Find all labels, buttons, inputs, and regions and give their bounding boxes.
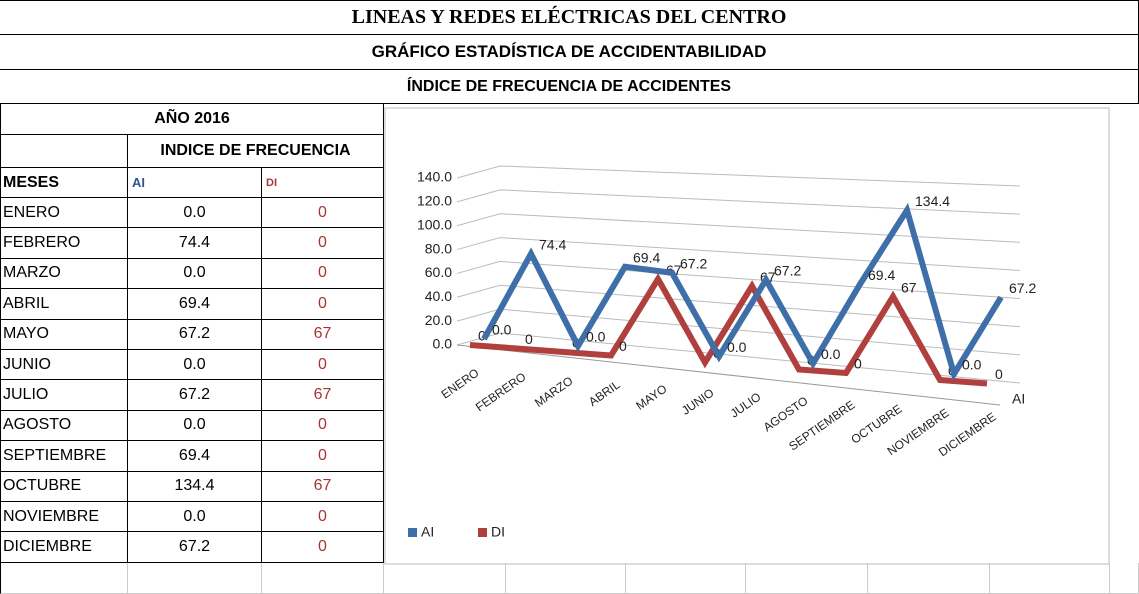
ai-cell: 0.0 [128, 198, 262, 229]
legend-swatch [478, 528, 487, 537]
y-tick-label: 0.0 [433, 336, 453, 352]
month-cell: ENERO [0, 198, 128, 229]
legend-label: DI [491, 524, 505, 540]
ai-cell: 69.4 [128, 289, 262, 320]
y-tick-label: 120.0 [417, 193, 452, 209]
di-cell: 67 [262, 380, 384, 411]
data-label: 74.4 [539, 236, 566, 252]
empty-cell [384, 562, 506, 594]
y-tick-label: 60.0 [425, 264, 452, 280]
ai-cell: 74.4 [128, 228, 262, 259]
month-cell: JULIO [0, 380, 128, 411]
month-cell: FEBRERO [0, 228, 128, 259]
di-cell: 67 [262, 319, 384, 350]
sheet-subtitle: GRÁFICO ESTADÍSTICA DE ACCIDENTABILIDAD [0, 35, 1139, 70]
empty-cell [746, 562, 868, 594]
data-label: 0.0 [821, 346, 841, 362]
di-cell: 0 [262, 228, 384, 259]
month-cell: MARZO [0, 258, 128, 290]
year-header: AÑO 2016 [0, 104, 384, 135]
di-cell: 67 [262, 471, 384, 502]
ai-cell: 134.4 [128, 471, 262, 502]
data-label: 134.4 [915, 193, 950, 209]
data-label: 0 [478, 328, 486, 344]
empty-cell [506, 562, 626, 594]
y-tick-label: 20.0 [425, 312, 452, 328]
y-tick-label: 100.0 [417, 216, 452, 232]
di-header: DI [262, 168, 384, 198]
empty-cell [868, 562, 990, 594]
di-cell: 0 [262, 198, 384, 229]
month-cell: ABRIL [0, 289, 128, 320]
section-title: ÍNDICE DE FRECUENCIA DE ACCIDENTES [0, 70, 1139, 104]
grid-line [456, 165, 1021, 187]
data-label: 67.2 [680, 256, 707, 272]
grid-line [456, 237, 1021, 271]
grid-line [456, 284, 1021, 328]
data-label: 67.2 [774, 263, 801, 279]
month-cell: MAYO [0, 319, 128, 350]
month-cell: OCTUBRE [0, 471, 128, 502]
data-label: 0.0 [586, 329, 606, 345]
chart-area [384, 107, 1110, 565]
ai-cell: 0.0 [128, 350, 262, 381]
legend-label: AI [421, 524, 434, 540]
series-line [469, 273, 988, 387]
ai-cell: 67.2 [128, 380, 262, 411]
month-header: MESES [0, 168, 128, 198]
data-label: 67 [901, 279, 917, 295]
group-header: INDICE DE FRECUENCIA [128, 135, 384, 168]
y-tick-label: 140.0 [417, 169, 452, 185]
ai-cell: 0.0 [128, 502, 262, 533]
data-label: 67.2 [1009, 280, 1036, 296]
data-label: 69.4 [633, 249, 660, 265]
data-label: 0 [995, 366, 1003, 382]
di-cell: 0 [262, 258, 384, 290]
di-cell: 0 [262, 410, 384, 442]
empty-cell [1110, 562, 1139, 594]
month-cell: DICIEMBRE [0, 532, 128, 563]
empty-cell [626, 562, 746, 594]
ai-cell: 0.0 [128, 258, 262, 290]
di-cell: 0 [262, 532, 384, 563]
data-label: 0.0 [492, 322, 512, 338]
empty-cell [128, 562, 262, 594]
ai-cell: 67.2 [128, 319, 262, 350]
di-cell: 0 [262, 502, 384, 533]
ai-cell: 69.4 [128, 441, 262, 472]
empty-cell [262, 562, 384, 594]
ai-header: AI [128, 168, 262, 198]
month-cell: AGOSTO [0, 410, 128, 442]
data-label: 0 [525, 331, 533, 347]
data-label: 0 [619, 338, 627, 354]
grid-line [456, 189, 1021, 215]
di-cell: 0 [262, 350, 384, 381]
series-line [481, 202, 1004, 382]
month-cell: NOVIEMBRE [0, 502, 128, 533]
data-label: 0 [854, 356, 862, 372]
depth-axis-label: AI [1012, 391, 1025, 407]
data-label: 0.0 [962, 357, 982, 373]
empty-cell [0, 562, 128, 594]
legend-swatch [408, 528, 417, 537]
data-label: 0.0 [727, 339, 747, 355]
month-cell: SEPTIEMBRE [0, 441, 128, 472]
floor-edge [456, 344, 1001, 406]
y-tick-label: 40.0 [425, 288, 452, 304]
sheet-title: LINEAS Y REDES ELÉCTRICAS DEL CENTRO [0, 0, 1139, 35]
di-cell: 0 [262, 289, 384, 320]
ai-cell: 0.0 [128, 410, 262, 442]
month-cell: JUNIO [0, 350, 128, 381]
grid-line [456, 213, 1021, 243]
di-cell: 0 [262, 441, 384, 472]
data-label: 69.4 [868, 267, 895, 283]
empty-cell [990, 562, 1110, 594]
grid-line [456, 260, 1021, 300]
ai-cell: 67.2 [128, 532, 262, 563]
blank-cell [0, 135, 128, 168]
y-tick-label: 80.0 [425, 240, 452, 256]
